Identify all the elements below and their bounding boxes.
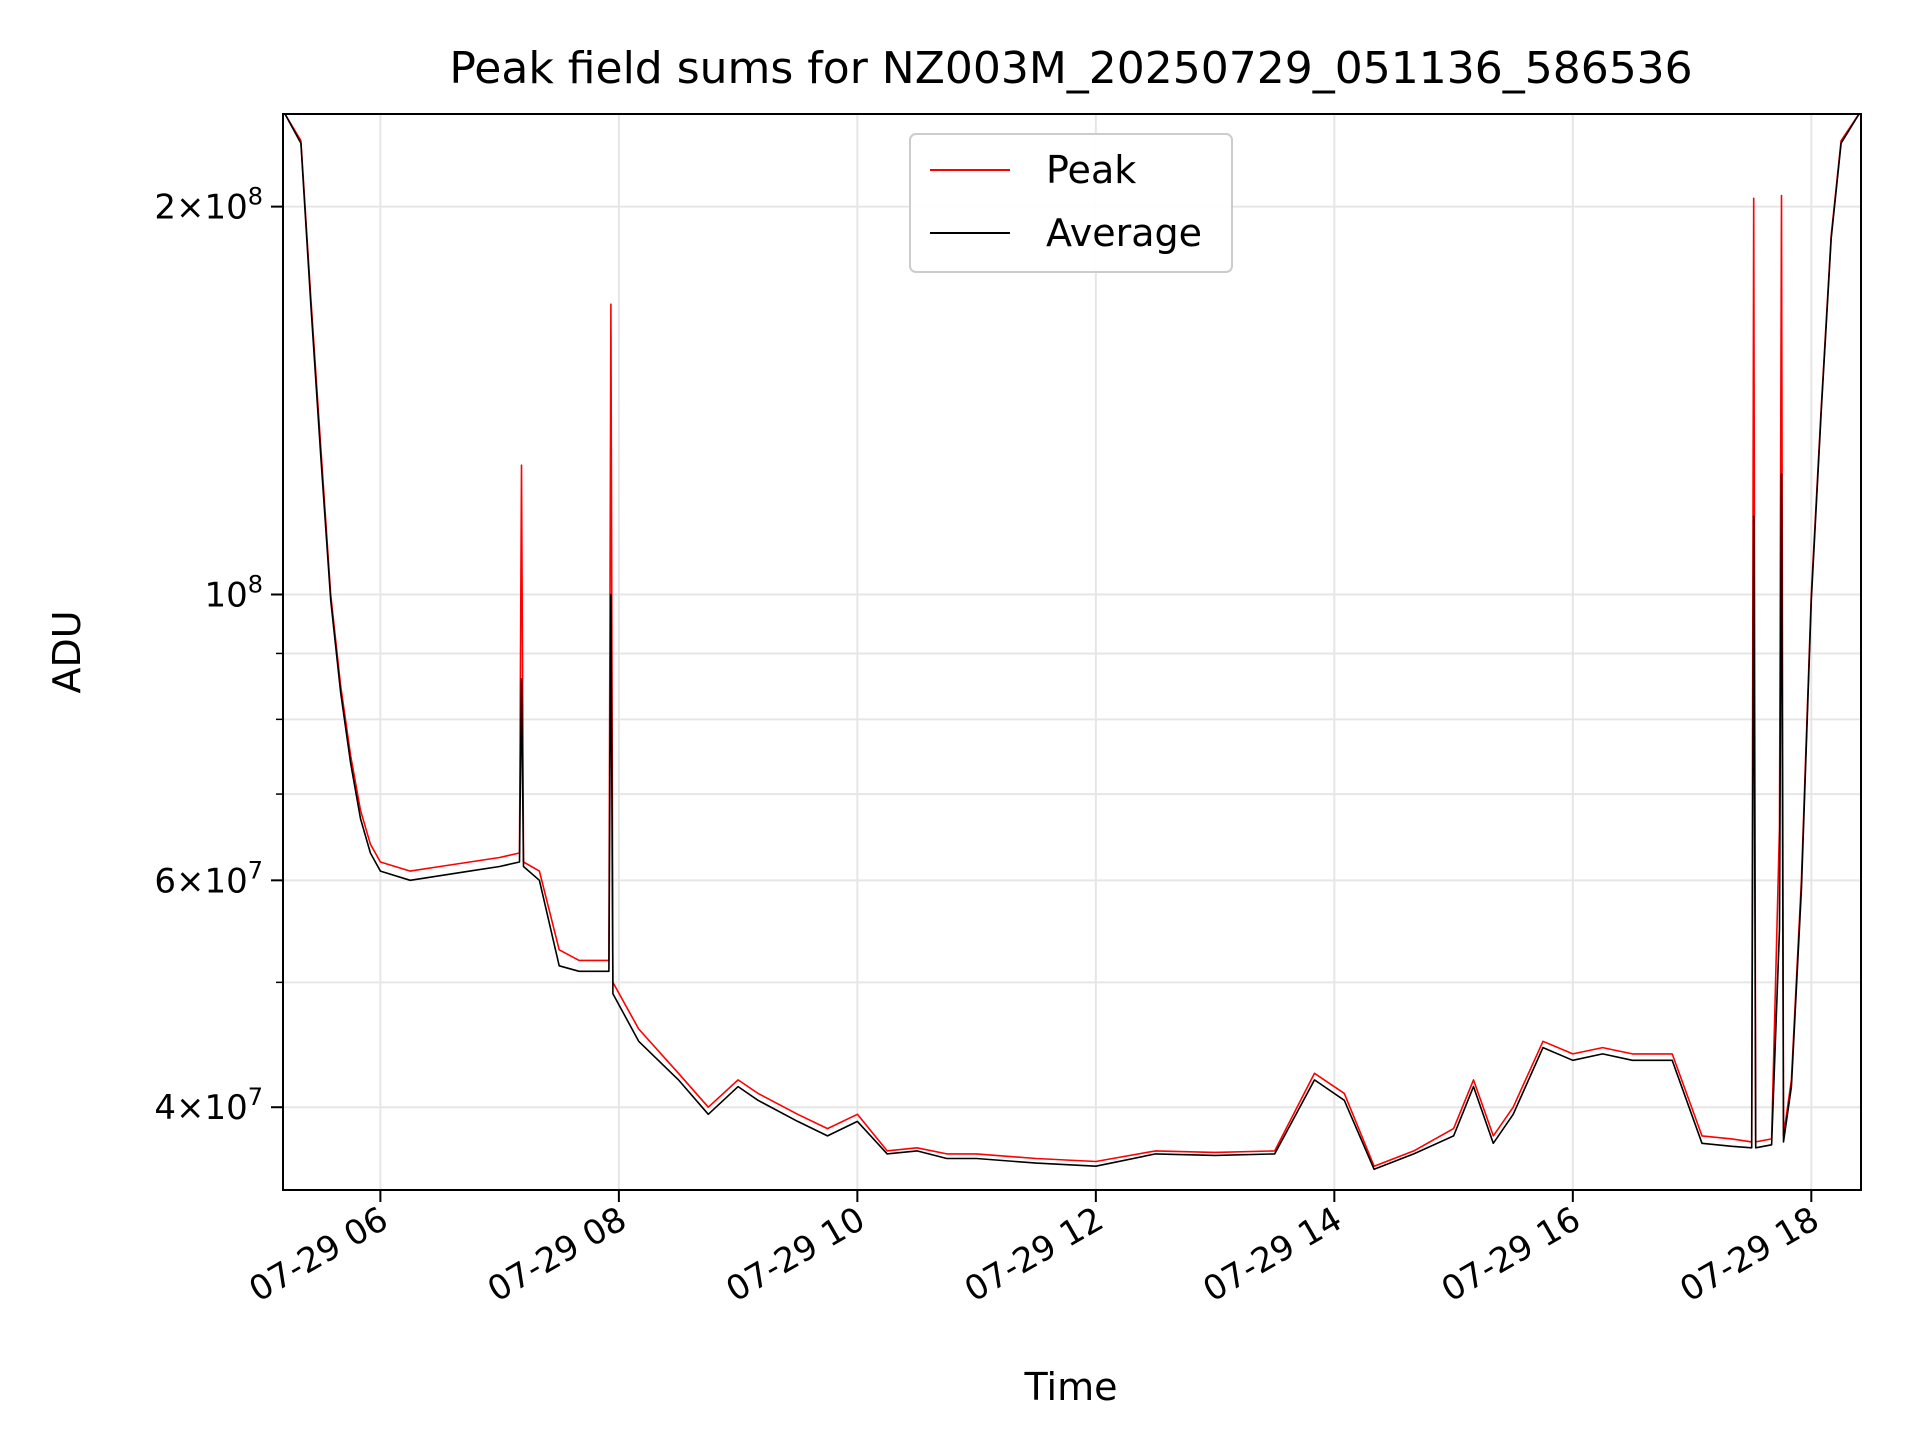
y-tick-label: 6×107: [154, 856, 263, 901]
y-axis-label: ADU: [45, 610, 89, 693]
y-tick-label: 4×107: [154, 1083, 263, 1128]
y-axis: 4×107 6×107 108 2×108: [154, 183, 283, 1128]
chart-title: Peak field sums for NZ003M_20250729_0511…: [449, 43, 1692, 94]
legend-label-peak: Peak: [1046, 148, 1136, 192]
y-tick-label: 2×108: [154, 183, 263, 228]
x-axis-label: Time: [1024, 1365, 1118, 1409]
legend-box: [909, 133, 1233, 273]
legend: Peak Average: [909, 133, 1233, 273]
y-tick-label: 108: [204, 570, 263, 615]
series-line-average: [284, 113, 1860, 1171]
series-layer: [284, 113, 1860, 1171]
legend-label-average: Average: [1046, 211, 1202, 255]
plot-frame: [282, 113, 1862, 1191]
